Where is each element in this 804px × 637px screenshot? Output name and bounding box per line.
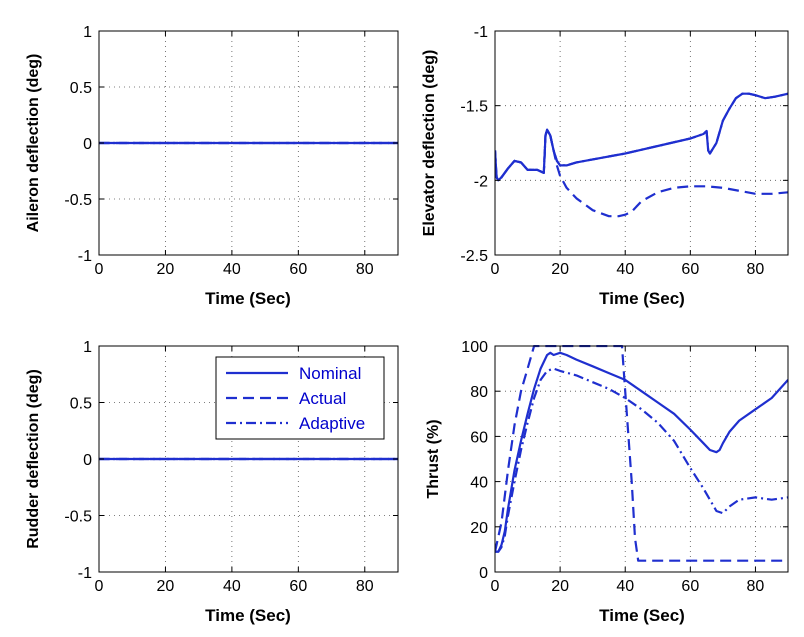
thrust-series-actual <box>495 345 788 562</box>
elevator-x-tick-label-4: 80 <box>747 261 765 278</box>
thrust-y-tick-label-2: 40 <box>470 475 488 492</box>
elevator-y-tick-label-2: -1.5 <box>460 99 488 116</box>
thrust-grid <box>495 346 788 572</box>
thrust-y-label: Thrust (%) <box>425 419 442 498</box>
thrust-x-tick-label-1: 20 <box>551 578 569 595</box>
thrust-y-tick-label-1: 20 <box>470 520 488 537</box>
thrust-y-tick-label-5: 100 <box>461 339 488 356</box>
aileron-x-tick-label-1: 20 <box>157 261 175 278</box>
elevator-x-tick-label-1: 20 <box>551 261 569 278</box>
elevator-x-tick-label-3: 60 <box>681 261 699 278</box>
thrust-y-tick-label-4: 80 <box>470 384 488 401</box>
aileron-y-label: Aileron deflection (deg) <box>25 54 42 233</box>
thrust-series <box>495 345 788 562</box>
aileron-y-tick-label-0: -1 <box>78 248 92 265</box>
legend-label-nominal: Nominal <box>299 364 361 383</box>
aileron-y-tick-label-1: -0.5 <box>64 192 92 209</box>
elevator-y-tick-label-1: -2 <box>474 173 488 190</box>
legend-label-adaptive: Adaptive <box>299 414 365 433</box>
thrust-axes-frame <box>494 345 789 573</box>
rudder-y-label: Rudder deflection (deg) <box>25 369 42 549</box>
aileron-x-tick-label-3: 60 <box>289 261 307 278</box>
elevator-axes-frame <box>494 30 789 256</box>
aileron-x-tick-label-0: 0 <box>95 261 104 278</box>
elevator-y-tick-label-3: -1 <box>474 24 488 41</box>
thrust-y-tick-label-0: 0 <box>479 565 488 582</box>
legend: Nominal Actual Adaptive <box>215 356 385 440</box>
aileron-x-tick-label-2: 40 <box>223 261 241 278</box>
thrust-series-nominal <box>495 351 788 553</box>
thrust-series-adaptive <box>495 367 788 553</box>
elevator-x-label: Time (Sec) <box>599 289 685 308</box>
legend-label-actual: Actual <box>299 389 346 408</box>
rudder-x-label: Time (Sec) <box>205 606 291 625</box>
rudder-x-tick-label-1: 20 <box>157 578 175 595</box>
rudder-x-tick-label-0: 0 <box>95 578 104 595</box>
rudder-y-tick-label-1: -0.5 <box>64 509 92 526</box>
rudder-y-tick-label-0: -1 <box>78 565 92 582</box>
rudder-y-tick-label-4: 1 <box>83 339 92 356</box>
aileron-x-label: Time (Sec) <box>205 289 291 308</box>
rudder-panel: 0 20 40 60 80 -1 -0.5 0 0.5 1 Time (Sec) Rudder d… <box>25 339 399 625</box>
aileron-y-tick-label-4: 1 <box>83 24 92 41</box>
elevator-x-tick-label-0: 0 <box>491 261 500 278</box>
rudder-y-tick-label-2: 0 <box>83 452 92 469</box>
rudder-y-tick-label-3: 0.5 <box>70 396 92 413</box>
rudder-x-tick-label-4: 80 <box>356 578 374 595</box>
elevator-y-label: Elevator deflection (deg) <box>421 50 438 237</box>
rudder-ticks: 0 20 40 60 80 -1 -0.5 0 0.5 1 <box>64 339 398 595</box>
thrust-x-tick-label-0: 0 <box>491 578 500 595</box>
thrust-panel: 0 20 40 60 80 0 20 40 60 80 100 Time (Sec) Thrust … <box>425 339 789 625</box>
elevator-series-nominal <box>495 92 788 182</box>
aileron-panel: 0 20 40 60 80 -1 -0.5 0 0.5 1 Time (Sec) Aileron … <box>25 24 399 308</box>
thrust-x-tick-label-3: 60 <box>681 578 699 595</box>
elevator-panel: 0 20 40 60 80 -2.5 -2 -1.5 -1 Time (Sec) Elevato… <box>421 24 789 308</box>
aileron-ticks: 0 20 40 60 80 -1 -0.5 0 0.5 1 <box>64 24 398 278</box>
elevator-y-tick-label-0: -2.5 <box>460 248 488 265</box>
elevator-series-actual <box>495 128 788 218</box>
elevator-series-adaptive <box>495 92 788 182</box>
thrust-y-tick-label-3: 60 <box>470 429 488 446</box>
aileron-x-tick-label-4: 80 <box>356 261 374 278</box>
aileron-y-tick-label-2: 0 <box>83 136 92 153</box>
thrust-ticks: 0 20 40 60 80 0 20 40 60 80 100 <box>461 339 788 595</box>
elevator-ticks: 0 20 40 60 80 -2.5 -2 -1.5 -1 <box>460 24 788 278</box>
rudder-x-tick-label-2: 40 <box>223 578 241 595</box>
elevator-x-tick-label-2: 40 <box>616 261 634 278</box>
thrust-x-tick-label-2: 40 <box>616 578 634 595</box>
elevator-grid <box>495 31 788 255</box>
thrust-x-tick-label-4: 80 <box>747 578 765 595</box>
elevator-series <box>495 92 788 218</box>
aileron-y-tick-label-3: 0.5 <box>70 80 92 97</box>
rudder-x-tick-label-3: 60 <box>289 578 307 595</box>
thrust-x-label: Time (Sec) <box>599 606 685 625</box>
